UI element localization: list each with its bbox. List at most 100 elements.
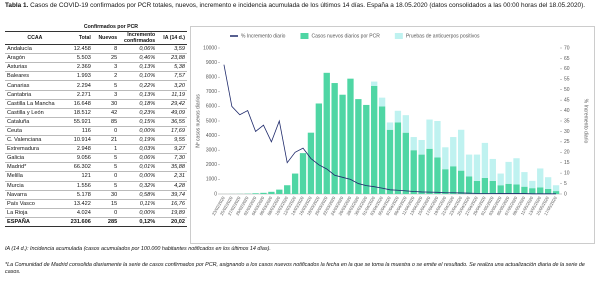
table-cell: 25 — [92, 53, 120, 64]
table-row: Aragón 5.503 25 0,46% 23,88 — [5, 53, 187, 64]
bar — [434, 121, 441, 158]
bar — [347, 78, 354, 194]
table-cell: 18.512 — [64, 108, 93, 118]
y2-tick-label: 65 — [564, 56, 570, 62]
table-cell: 2.271 — [64, 90, 93, 100]
y2-axis-title: % Incremento diario — [583, 99, 589, 144]
bar — [291, 173, 299, 194]
bar — [489, 180, 496, 194]
table-cell: 5.503 — [64, 53, 93, 64]
bar — [552, 185, 560, 192]
table-cell: 7,57 — [157, 71, 187, 82]
y-tick-label: 3000 — [206, 148, 217, 154]
bar — [450, 137, 457, 167]
bar — [371, 81, 378, 86]
table-row: Canarias 2.294 5 0,22% 3,20 — [5, 80, 187, 91]
bar — [418, 154, 425, 194]
column-header: IA (14 d.) — [157, 31, 187, 46]
table-cell: 0,19% — [119, 135, 158, 146]
bar — [386, 122, 394, 130]
table-cell: Murcia — [5, 181, 65, 191]
table-row: Melilla 121 0 0,00% 2,31 — [5, 171, 187, 182]
y2-tick-label: 25 — [564, 139, 570, 145]
y2-tick-label: 70 — [564, 45, 570, 51]
bar — [355, 99, 362, 194]
bar — [315, 103, 322, 194]
table-row: Ceuta 116 0 0,00% 17,69 — [5, 126, 187, 137]
bar — [529, 180, 536, 189]
table-cell: 3 — [92, 62, 120, 73]
table-row: ESPAÑA 231.606 285 0,12% 20,02 — [5, 216, 187, 227]
table-cell: 0,10% — [119, 71, 158, 82]
table-cell: 21 — [92, 135, 120, 146]
table-cell: 3,59 — [157, 44, 187, 55]
legend-swatch — [300, 33, 309, 39]
table-cell: 0,58% — [119, 190, 158, 200]
table-cell: C. Valenciana — [5, 135, 65, 146]
table-cell: 16.648 — [64, 99, 93, 109]
table-cell: 0,22% — [119, 80, 158, 91]
table-cell: 17,69 — [157, 126, 187, 137]
bar — [426, 119, 433, 149]
bar — [537, 168, 544, 188]
table-cell: Galicia — [5, 153, 65, 164]
table-cell: País Vasco — [5, 199, 65, 209]
bar — [497, 185, 504, 194]
bar — [307, 132, 315, 194]
table-row: Cataluña 55.921 85 0,15% 36,55 — [5, 117, 187, 127]
y2-tick-label: 0 — [564, 191, 567, 197]
legend-label: % Incremento diario — [241, 33, 286, 39]
table-cell: 30 — [92, 190, 120, 200]
table-cell: Ceuta — [5, 126, 65, 137]
bar — [426, 148, 433, 194]
bar — [544, 177, 552, 189]
y-axis-title: Nº casos nuevos diarios — [195, 94, 201, 148]
table-cell: 0,15% — [119, 117, 158, 127]
footnote: *La Comunidad de Madrid consolida diaria… — [5, 262, 585, 275]
column-header: Total — [64, 31, 93, 46]
table-cell: 42 — [92, 108, 120, 118]
chart-frame — [190, 26, 595, 244]
table-cell: 1.993 — [64, 71, 93, 82]
table-cell: 0,13% — [119, 62, 158, 73]
table-cell: 5 — [92, 153, 120, 164]
bar — [497, 173, 504, 186]
table-row: País Vasco 13.422 15 0,11% 16,76 — [5, 199, 187, 209]
y-tick-label: 7000 — [206, 89, 217, 95]
y2-tick-label: 15 — [564, 160, 570, 166]
y2-tick-label: 20 — [564, 150, 570, 156]
bar — [544, 188, 552, 194]
table-cell: 0,32% — [119, 181, 158, 191]
table-cell: La Rioja — [5, 208, 65, 218]
legend-label: Pruebas de anticuerpos positivos — [406, 33, 480, 39]
table-cell: Castilla y León — [5, 108, 65, 118]
bar — [529, 188, 536, 194]
table-cell: 0,23% — [119, 108, 158, 118]
table-row: Murcia 1.556 5 0,32% 4,28 — [5, 181, 187, 191]
table-row: Navarra 5.178 30 0,58% 39,74 — [5, 190, 187, 200]
y2-tick-label: 55 — [564, 77, 570, 83]
bar — [521, 172, 528, 187]
y-tick-label: 2000 — [206, 162, 217, 168]
y2-tick-label: 5 — [564, 181, 567, 187]
table-cell: 49,09 — [157, 108, 187, 118]
legend-swatch — [394, 33, 403, 39]
table-row: La Rioja 4.024 0 0,00% 19,89 — [5, 208, 187, 218]
bar — [505, 183, 512, 194]
bar — [394, 110, 402, 123]
bar — [552, 191, 560, 194]
table-cell: 0 — [92, 208, 120, 218]
bar — [458, 129, 465, 171]
table-cell: Baleares — [5, 71, 65, 82]
bar — [331, 83, 338, 194]
table-cell: 13.422 — [64, 199, 93, 209]
table-cell: 3 — [92, 90, 120, 100]
line — [223, 64, 557, 195]
y2-tick-label: 40 — [564, 108, 570, 114]
y2-tick-label: 60 — [564, 66, 570, 72]
table-cell: Extremadura — [5, 144, 65, 155]
table-cell: 12.458 — [64, 44, 93, 55]
bar — [378, 97, 386, 107]
table-cell: 29,42 — [157, 99, 187, 109]
